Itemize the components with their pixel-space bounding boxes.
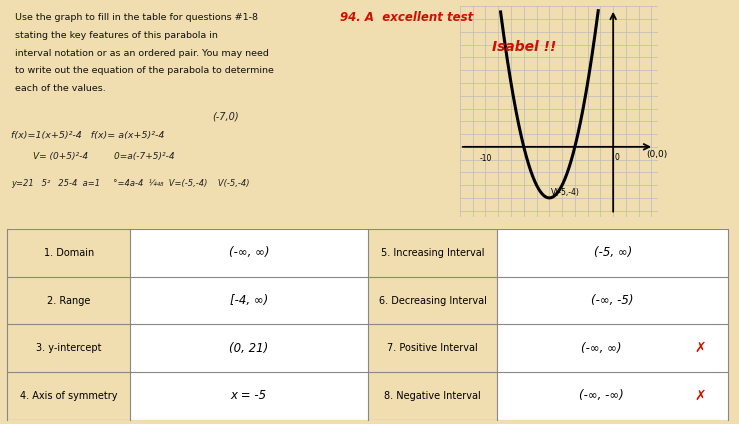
Bar — [130, 372, 368, 420]
Text: 3. y-intercept: 3. y-intercept — [36, 343, 101, 353]
Text: 6. Decreasing Interval: 6. Decreasing Interval — [378, 296, 486, 306]
Text: (-7,0): (-7,0) — [212, 112, 239, 122]
Text: [-4, ∞): [-4, ∞) — [230, 294, 268, 307]
Text: 0: 0 — [614, 153, 619, 162]
Bar — [130, 277, 368, 324]
Text: Use the graph to fill in the table for questions #1-8: Use the graph to fill in the table for q… — [15, 13, 258, 22]
Text: V(-5,-4): V(-5,-4) — [551, 188, 580, 197]
Bar — [497, 324, 728, 372]
Text: each of the values.: each of the values. — [15, 84, 106, 93]
Text: 8. Negative Interval: 8. Negative Interval — [384, 391, 481, 401]
Text: (0, 21): (0, 21) — [229, 342, 268, 355]
Text: ✗: ✗ — [695, 341, 706, 355]
Text: (-∞, ∞): (-∞, ∞) — [581, 342, 621, 355]
Bar — [368, 229, 497, 277]
Text: (-5, ∞): (-5, ∞) — [593, 246, 632, 259]
Text: x = -5: x = -5 — [231, 389, 267, 402]
Text: Isabel !!: Isabel !! — [492, 40, 556, 54]
Bar — [368, 324, 497, 372]
Text: to write out the equation of the parabola to determine: to write out the equation of the parabol… — [15, 67, 273, 75]
Text: V= (0+5)²-4         0=a(-7+5)²-4: V= (0+5)²-4 0=a(-7+5)²-4 — [33, 152, 175, 161]
Bar — [7, 277, 130, 324]
Bar — [7, 229, 130, 277]
Bar — [7, 372, 130, 420]
Bar — [368, 277, 497, 324]
Bar — [497, 229, 728, 277]
Bar — [497, 277, 728, 324]
Text: ✗: ✗ — [695, 389, 706, 403]
Text: (-∞, -∞): (-∞, -∞) — [579, 389, 624, 402]
Text: (-∞, ∞): (-∞, ∞) — [228, 246, 269, 259]
Text: -10: -10 — [480, 154, 491, 164]
Text: (0,0): (0,0) — [647, 150, 667, 159]
Text: 4. Axis of symmetry: 4. Axis of symmetry — [20, 391, 118, 401]
Bar — [130, 229, 368, 277]
Text: (-∞, -5): (-∞, -5) — [591, 294, 634, 307]
Bar — [7, 324, 130, 372]
Bar — [130, 324, 368, 372]
Bar — [497, 372, 728, 420]
Text: 7. Positive Interval: 7. Positive Interval — [387, 343, 478, 353]
Text: stating the key features of this parabola in: stating the key features of this parabol… — [15, 31, 218, 39]
Text: interval notation or as an ordered pair. You may need: interval notation or as an ordered pair.… — [15, 48, 269, 58]
Text: y=21   5²   25-4  a=1     °=4a-4  ¼₄₈  V=(-5,-4)    V(-5,-4): y=21 5² 25-4 a=1 °=4a-4 ¼₄₈ V=(-5,-4) V(… — [11, 179, 250, 188]
Text: 1. Domain: 1. Domain — [44, 248, 94, 258]
Text: 5. Increasing Interval: 5. Increasing Interval — [381, 248, 484, 258]
Bar — [368, 372, 497, 420]
Text: 2. Range: 2. Range — [47, 296, 90, 306]
Text: 94. A  excellent test: 94. A excellent test — [340, 11, 473, 24]
Text: f(x)=1(x+5)²-4   f(x)= a(x+5)²-4: f(x)=1(x+5)²-4 f(x)= a(x+5)²-4 — [11, 131, 165, 139]
